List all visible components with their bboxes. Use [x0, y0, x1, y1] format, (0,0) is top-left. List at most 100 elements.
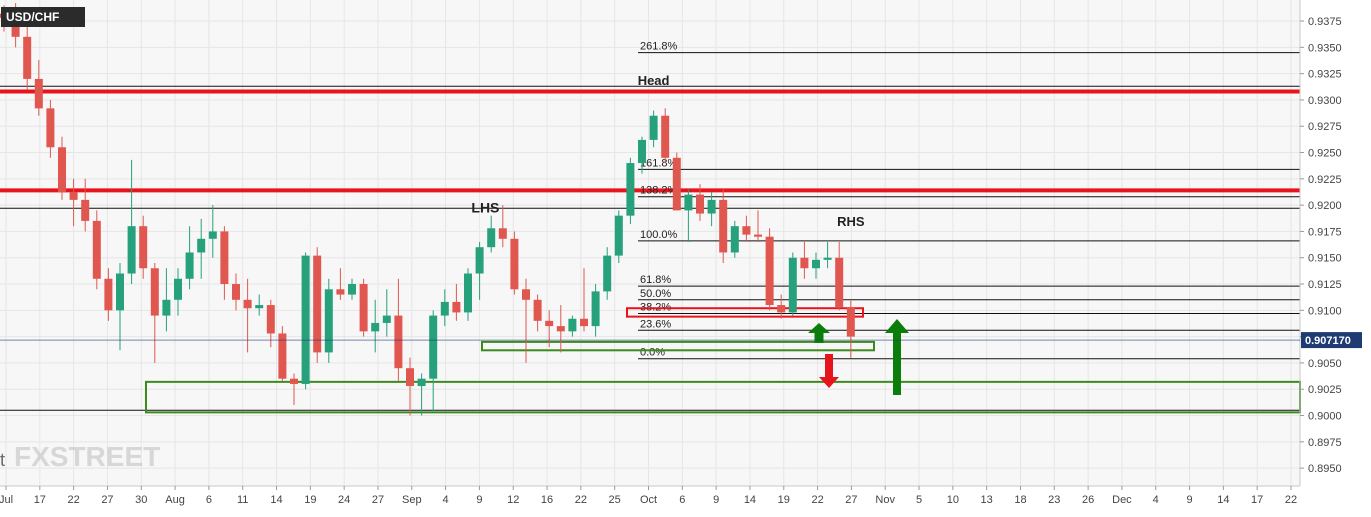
y-tick-label: 0.9225: [1308, 174, 1342, 186]
candle: [162, 268, 171, 332]
x-tick-label: 23: [1048, 494, 1060, 506]
candle-body: [475, 247, 484, 274]
candle-body: [742, 226, 751, 235]
candle-body: [208, 231, 217, 239]
x-tick-label: 17: [1251, 494, 1263, 506]
x-tick-label: 4: [1153, 494, 1159, 506]
y-tick-label: 0.9250: [1308, 148, 1342, 160]
y-tick-label: 0.9275: [1308, 121, 1342, 133]
candle: [359, 278, 368, 337]
candle-body: [568, 318, 577, 332]
candle: [475, 241, 484, 300]
candle-body: [417, 378, 426, 387]
x-tick-label: 30: [135, 494, 147, 506]
candle-body: [185, 252, 194, 279]
y-tick-label: 0.8975: [1308, 437, 1342, 449]
support-zone-neckline: [481, 340, 875, 352]
candle-body: [290, 378, 298, 384]
symbol-badge-bg: [1, 7, 85, 27]
candle-body: [835, 257, 844, 308]
candle-body: [452, 301, 461, 313]
candle-body: [406, 368, 414, 387]
y-tick-label: 0.9300: [1308, 95, 1342, 107]
candle-body: [359, 284, 368, 332]
candle: [417, 373, 426, 416]
candle: [104, 268, 113, 321]
candle-body: [324, 289, 333, 353]
candle: [232, 273, 240, 311]
axes: [0, 0, 1301, 487]
candle-body: [139, 226, 148, 269]
y-axis-ticks: 0.9375 0.9350 0.9325 0.9300 0.9275 0.9250 0.92…: [1300, 16, 1342, 475]
x-tick-label: 26: [1082, 494, 1094, 506]
arrow-up-small: [808, 323, 830, 343]
x-tick-label: 9: [713, 494, 719, 506]
x-tick-label: 22: [575, 494, 587, 506]
candle-body: [684, 194, 693, 211]
fib-level-label: 161.8%: [640, 157, 678, 169]
candle-body: [788, 257, 797, 313]
current-price-bg: [1301, 332, 1362, 349]
y-tick-label: 0.9025: [1308, 384, 1342, 396]
candle: [348, 278, 356, 300]
candle-body: [255, 305, 264, 309]
candle: [324, 278, 333, 363]
candle-body: [777, 305, 786, 313]
symbol-label: USD/CHF: [6, 10, 59, 24]
candle: [429, 310, 438, 413]
candle-body: [394, 315, 403, 369]
candle-body: [638, 139, 646, 164]
x-tick-label: Sep: [402, 494, 422, 506]
candle-body: [232, 284, 240, 300]
pattern-labels: Head LHS RHS: [471, 73, 864, 229]
candle-body: [23, 36, 32, 79]
candle-body: [603, 255, 612, 292]
candle: [510, 231, 519, 295]
candle-body: [348, 284, 356, 295]
pattern-label-lhs: LHS: [471, 199, 499, 215]
candle: [336, 268, 345, 300]
y-tick-label: 0.9150: [1308, 253, 1342, 265]
candle: [290, 373, 298, 405]
candle-body: [765, 236, 774, 306]
candle: [603, 247, 612, 300]
candle-body: [556, 326, 565, 332]
x-tick-label: 19: [304, 494, 316, 506]
candle-body: [823, 257, 832, 260]
candle: [301, 252, 310, 390]
candle-body: [614, 215, 623, 256]
candle-body: [34, 78, 43, 109]
x-tick-label: 14: [744, 494, 756, 506]
candle: [278, 326, 287, 381]
candle-body: [522, 289, 530, 300]
x-tick-label: Nov: [875, 494, 895, 506]
candle-body: [626, 163, 635, 216]
candles: [0, 3, 855, 416]
candle: [765, 228, 774, 311]
candle: [406, 357, 414, 416]
x-tick-label: 24: [338, 494, 350, 506]
candle: [800, 241, 809, 279]
candle-body: [197, 238, 206, 253]
candle: [116, 262, 124, 351]
x-tick-label: 4: [443, 494, 449, 506]
x-tick-label: 16: [541, 494, 553, 506]
candle-body: [150, 268, 159, 316]
candle-body: [220, 231, 229, 285]
candle: [81, 178, 90, 232]
candle: [174, 268, 182, 316]
y-tick-label: 0.8950: [1308, 463, 1342, 475]
fib-level-label: 61.8%: [640, 274, 671, 286]
fib-level-label: 0.0%: [640, 347, 665, 359]
candle-body: [846, 307, 855, 337]
x-tick-label: 13: [981, 494, 993, 506]
candle: [150, 262, 159, 363]
arrows: [808, 319, 909, 395]
candle: [672, 152, 681, 211]
candle: [452, 284, 461, 321]
x-tick-label: Oct: [640, 494, 657, 506]
x-tick-label: 22: [68, 494, 80, 506]
candle-body: [81, 199, 90, 221]
